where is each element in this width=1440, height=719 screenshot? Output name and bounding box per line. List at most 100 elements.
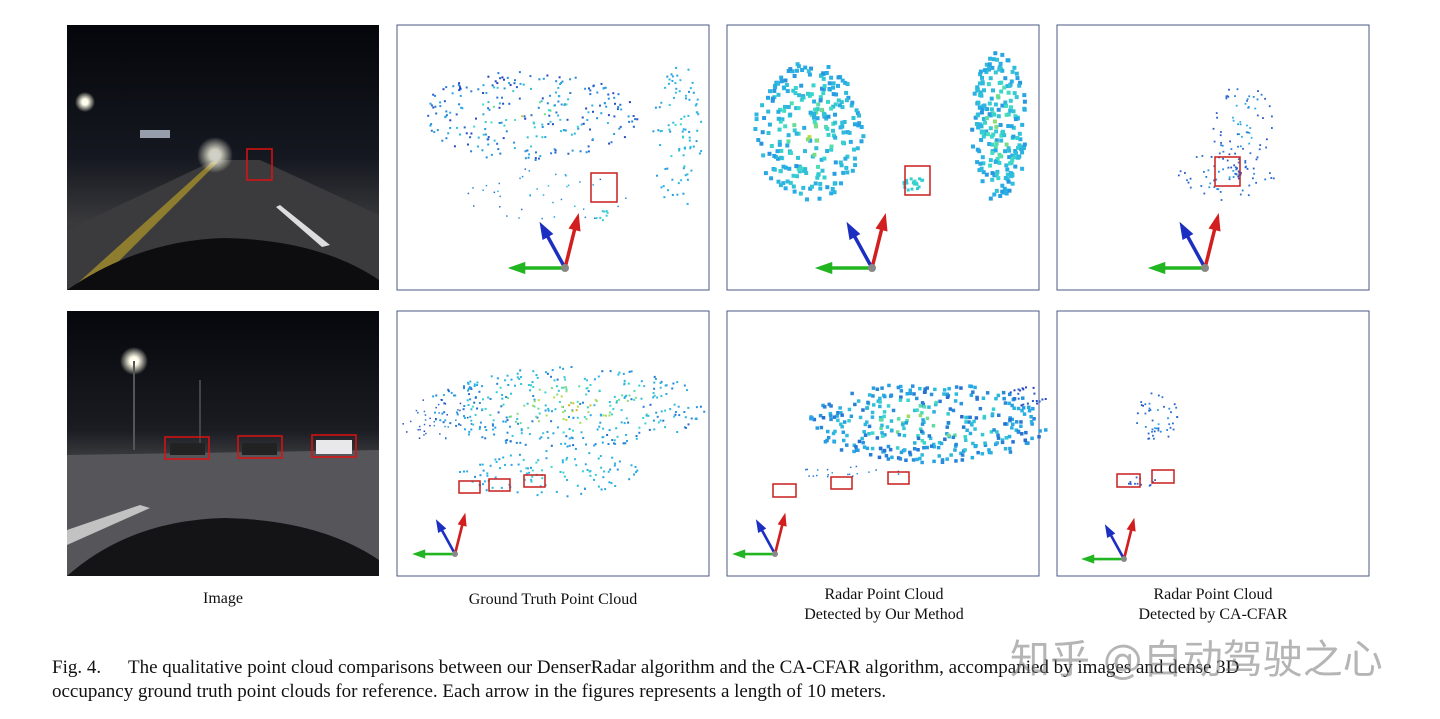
point [683, 384, 686, 387]
point [1013, 164, 1018, 169]
point [933, 387, 937, 392]
point [689, 147, 692, 150]
point [478, 390, 481, 393]
point [1266, 138, 1268, 141]
point [809, 112, 814, 117]
point [1018, 137, 1023, 142]
point [600, 112, 603, 115]
point [694, 104, 697, 107]
point [519, 177, 521, 180]
point [833, 135, 838, 140]
point [832, 181, 837, 186]
point [853, 163, 858, 168]
axis-origin [1121, 556, 1127, 562]
point [653, 375, 656, 378]
point [945, 425, 949, 429]
point [695, 111, 698, 114]
point [1172, 422, 1174, 425]
point [977, 105, 982, 110]
point [984, 172, 989, 177]
point [700, 120, 703, 123]
point [550, 375, 552, 378]
detection-box [772, 483, 797, 498]
point [776, 109, 781, 114]
point [469, 136, 472, 139]
point [555, 385, 558, 388]
point [496, 377, 499, 380]
point [556, 378, 559, 381]
point [544, 136, 547, 138]
point [601, 210, 604, 213]
axis-origin [772, 551, 778, 557]
point [554, 408, 557, 411]
point [562, 367, 565, 370]
point [528, 471, 531, 474]
point [1232, 176, 1235, 178]
point [977, 168, 982, 173]
point [456, 413, 459, 416]
point [1018, 80, 1023, 85]
point [638, 384, 641, 387]
point [1270, 177, 1273, 179]
point [1140, 483, 1142, 486]
point [1241, 189, 1244, 192]
point [783, 124, 788, 129]
axis-arrowhead [435, 519, 447, 533]
point [1228, 178, 1231, 181]
point [1219, 191, 1222, 193]
point [557, 114, 560, 117]
point [1242, 147, 1244, 150]
point [516, 376, 519, 379]
point [815, 138, 820, 143]
point [1004, 163, 1009, 168]
point [600, 488, 603, 491]
point [628, 394, 631, 397]
point [443, 411, 446, 414]
point [635, 471, 637, 473]
point [1237, 175, 1240, 178]
point [1003, 100, 1008, 105]
point [896, 417, 901, 421]
point [1003, 76, 1008, 81]
point [676, 381, 679, 384]
point [659, 382, 662, 384]
point [669, 408, 672, 411]
point [463, 470, 465, 473]
point [993, 70, 998, 75]
point [578, 385, 581, 388]
point [1247, 194, 1250, 197]
point [479, 421, 482, 424]
point [607, 114, 610, 117]
point [494, 458, 497, 461]
point [534, 157, 537, 160]
point [940, 460, 945, 464]
point [596, 117, 599, 120]
point [518, 217, 520, 219]
point [585, 379, 588, 382]
point [443, 100, 446, 103]
point [759, 141, 764, 146]
point [439, 105, 442, 108]
point [826, 435, 831, 440]
point [687, 68, 690, 71]
point [982, 88, 986, 93]
point [419, 428, 421, 431]
point [994, 396, 998, 401]
point [850, 100, 855, 105]
point [818, 186, 823, 191]
point [805, 137, 810, 142]
point [563, 386, 565, 389]
point [484, 121, 487, 123]
point [505, 396, 508, 398]
point [969, 384, 974, 389]
point [626, 399, 629, 402]
point [829, 75, 834, 80]
point [1163, 405, 1165, 408]
point [793, 91, 798, 96]
point [838, 406, 842, 410]
point [806, 91, 810, 96]
point [939, 441, 944, 446]
point [599, 421, 602, 424]
point [576, 125, 579, 128]
point [653, 428, 656, 431]
